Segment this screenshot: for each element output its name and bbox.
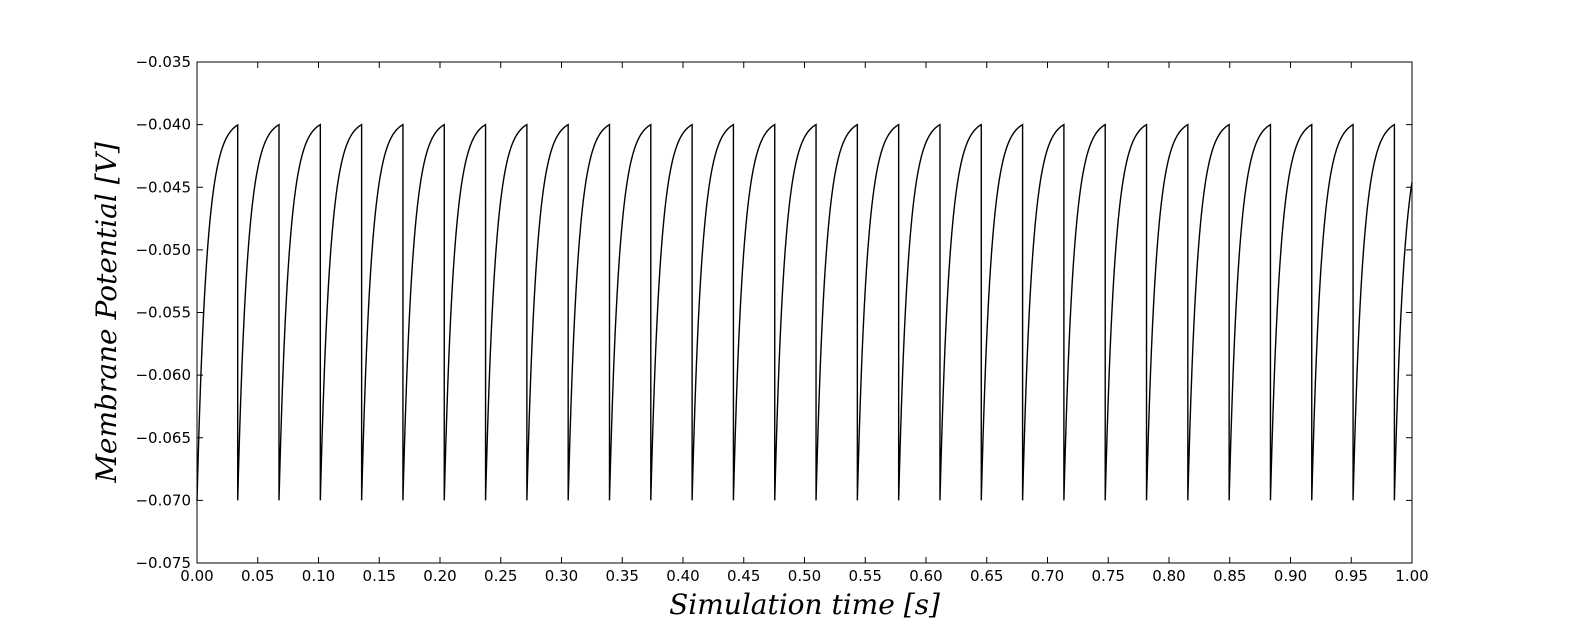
x-tick-label: 0.75 [1092,567,1125,585]
x-tick-label: 0.85 [1213,567,1246,585]
x-tick-label: 1.00 [1395,567,1428,585]
y-tick-label: −0.060 [135,366,191,384]
y-tick-label: −0.055 [135,304,191,322]
x-tick-label: 0.05 [241,567,274,585]
y-tick-label: −0.045 [135,178,191,196]
y-tick-label: −0.065 [135,429,191,447]
y-tick-label: −0.050 [135,241,191,259]
x-axis-ticks: 0.00 0.05 0.10 0.15 0.20 0.25 0.30 0.35 0.40 0.45… [180,62,1429,585]
x-tick-label: 0.70 [1031,567,1064,585]
x-tick-label: 0.10 [302,567,335,585]
x-tick-label: 0.00 [180,567,213,585]
y-tick-label: −0.070 [135,491,191,509]
x-tick-label: 0.30 [545,567,578,585]
x-tick-label: 0.60 [909,567,942,585]
x-tick-label: 0.20 [423,567,456,585]
x-tick-label: 0.15 [363,567,396,585]
x-tick-label: 0.50 [788,567,821,585]
y-tick-label: −0.035 [135,53,191,71]
x-tick-label: 0.35 [606,567,639,585]
plot-area-frame [196,61,1413,564]
x-tick-label: 0.45 [727,567,760,585]
x-tick-label: 0.55 [849,567,882,585]
y-tick-label: −0.040 [135,116,191,134]
x-tick-label: 0.65 [970,567,1003,585]
x-axis-label: Simulation time [s] [669,588,940,621]
y-tick-label: −0.075 [135,554,191,572]
y-axis-label: Membrane Potential [V] [90,142,123,484]
y-axis-ticks: −0.035 −0.040 −0.045 −0.050 −0.055 −0.060 −0.0… [135,53,1412,572]
membrane-potential-line [196,123,1413,501]
x-tick-label: 0.80 [1152,567,1185,585]
x-tick-label: 0.40 [666,567,699,585]
x-tick-label: 0.95 [1335,567,1368,585]
x-tick-label: 0.90 [1274,567,1307,585]
x-tick-label: 0.25 [484,567,517,585]
